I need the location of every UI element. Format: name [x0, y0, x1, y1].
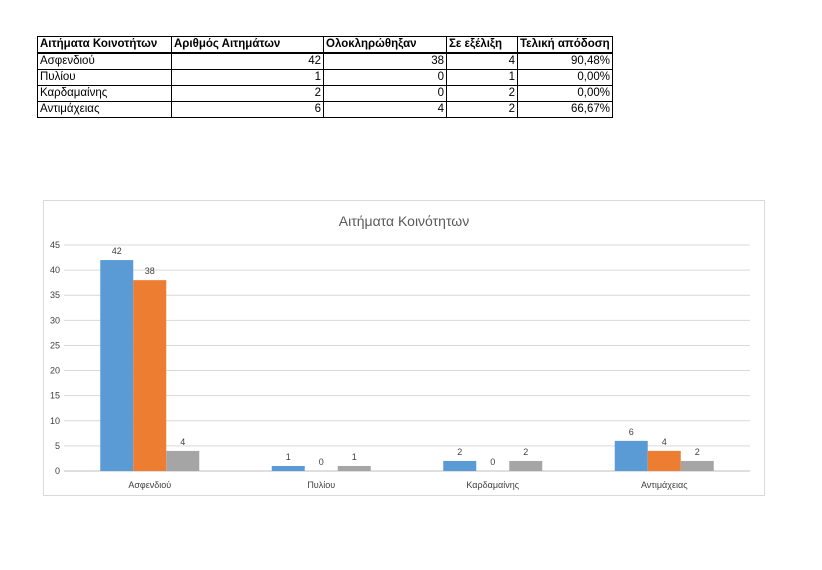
table-row: Καρδαμαίνης 2 0 2 0,00% — [37, 85, 613, 102]
data-label: 2 — [523, 447, 528, 457]
y-tick-label: 45 — [50, 240, 60, 250]
data-label: 42 — [112, 246, 122, 256]
cell-request-count: 6 — [171, 101, 324, 118]
bar — [271, 465, 305, 471]
y-tick-label: 25 — [50, 340, 60, 350]
bar — [100, 260, 134, 471]
cell-completed: 4 — [323, 101, 447, 118]
cell-final-performance: 66,67% — [517, 101, 613, 118]
bar-chart: Αιτήματα Κοινότητων 05101520253035404542… — [50, 213, 750, 490]
header-final-performance: Τελική απόδοση — [517, 36, 613, 54]
table-row: Πυλίου 1 0 1 0,00% — [37, 69, 613, 86]
chart-frame: Αιτήματα Κοινότητων 0 5 10 15 20 25 30 35 40 45 42… — [43, 200, 765, 496]
cell-request-count: 42 — [171, 52, 324, 70]
labels: 05101520253035404542384Ασφενδιού101Πυλίο… — [50, 240, 700, 490]
bar — [443, 460, 477, 471]
data-label: 4 — [180, 437, 185, 447]
cell-completed: 0 — [323, 69, 447, 86]
bar — [133, 280, 167, 471]
cell-in-progress: 2 — [446, 101, 518, 118]
cell-completed: 0 — [323, 85, 447, 102]
table-row: Αντιμάχειας 6 4 2 66,67% — [37, 101, 613, 118]
y-tick-label: 35 — [50, 290, 60, 300]
data-label: 4 — [662, 437, 667, 447]
cell-community: Πυλίου — [37, 69, 172, 86]
cell-request-count: 1 — [171, 69, 324, 86]
header-request-count: Αριθμός Αιτημάτων — [171, 36, 324, 54]
bar — [166, 450, 200, 471]
y-tick-label: 15 — [50, 391, 60, 401]
y-tick-label: 5 — [55, 441, 60, 451]
category-label: Αντιμάχειας — [641, 480, 688, 490]
data-label: 6 — [629, 427, 634, 437]
y-tick-label: 30 — [50, 315, 60, 325]
category-label: Καρδαμαίνης — [466, 480, 519, 490]
y-tick-label: 0 — [55, 466, 60, 476]
data-label: 0 — [319, 457, 324, 467]
bar — [647, 450, 681, 471]
bar — [680, 460, 714, 471]
table-header-row: Αιτήματα Κοινοτήτων Αριθμός Αιτημάτων Ολ… — [37, 36, 613, 54]
y-tick-label: 10 — [50, 416, 60, 426]
cell-community: Ασφενδιού — [37, 52, 172, 70]
bar — [337, 465, 371, 471]
header-completed: Ολοκληρώθηξαν — [323, 36, 447, 54]
cell-final-performance: 0,00% — [517, 85, 613, 102]
data-label: 38 — [145, 266, 155, 276]
cell-final-performance: 0,00% — [517, 69, 613, 86]
cell-community: Αντιμάχειας — [37, 101, 172, 118]
cell-in-progress: 1 — [446, 69, 518, 86]
cell-community: Καρδαμαίνης — [37, 85, 172, 102]
bar — [509, 460, 543, 471]
y-tick-label: 40 — [50, 265, 60, 275]
data-label: 1 — [352, 452, 357, 462]
cell-final-performance: 90,48% — [517, 52, 613, 70]
bars — [100, 260, 714, 471]
cell-in-progress: 4 — [446, 52, 518, 70]
data-label: 1 — [286, 452, 291, 462]
category-label: Ασφενδιού — [128, 480, 171, 490]
table-row: Ασφενδιού 42 38 4 90,48% — [37, 52, 613, 70]
data-label: 0 — [490, 457, 495, 467]
y-tick-label: 20 — [50, 366, 60, 376]
header-communities: Αιτήματα Κοινοτήτων — [37, 36, 172, 54]
cell-request-count: 2 — [171, 85, 324, 102]
category-label: Πυλίου — [307, 480, 335, 490]
gridlines — [64, 244, 750, 472]
cell-in-progress: 2 — [446, 85, 518, 102]
cell-completed: 38 — [323, 52, 447, 70]
data-label: 2 — [457, 447, 462, 457]
chart-title: Αιτήματα Κοινότητων — [339, 213, 469, 229]
bar — [614, 440, 648, 471]
header-in-progress: Σε εξέλιξη — [446, 36, 518, 54]
data-label: 2 — [695, 447, 700, 457]
requests-table: Αιτήματα Κοινοτήτων Αριθμός Αιτημάτων Ολ… — [37, 36, 613, 118]
